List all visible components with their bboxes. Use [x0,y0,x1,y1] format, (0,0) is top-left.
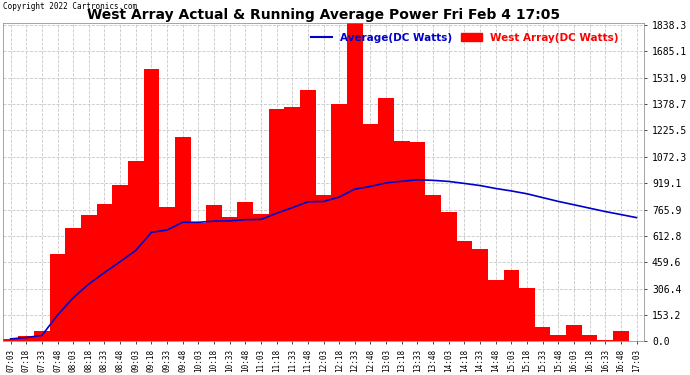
Bar [504,270,519,342]
Bar [50,254,66,342]
Bar [394,141,410,342]
Bar [363,124,378,342]
Bar [206,206,222,342]
Bar [253,214,269,342]
Bar [19,336,34,342]
Bar [81,215,97,342]
Bar [629,341,644,342]
Bar [613,331,629,342]
Legend: Average(DC Watts), West Array(DC Watts): Average(DC Watts), West Array(DC Watts) [307,28,622,47]
Bar [3,339,19,342]
Bar [378,98,394,342]
Bar [269,109,284,342]
Bar [425,195,441,342]
Bar [97,204,112,342]
Bar [128,160,144,342]
Bar [159,207,175,342]
Bar [112,185,128,342]
Text: Copyright 2022 Cartronics.com: Copyright 2022 Cartronics.com [3,2,137,10]
Bar [598,340,613,342]
Bar [551,335,566,342]
Bar [222,217,237,342]
Bar [284,107,300,342]
Bar [472,249,488,342]
Bar [144,69,159,342]
Bar [347,14,363,342]
Bar [566,325,582,342]
Bar [410,142,425,342]
Bar [535,327,551,342]
Bar [237,202,253,342]
Bar [519,288,535,342]
Bar [300,90,316,342]
Bar [316,195,331,342]
Title: West Array Actual & Running Average Power Fri Feb 4 17:05: West Array Actual & Running Average Powe… [87,8,560,22]
Bar [34,331,50,342]
Bar [457,241,472,342]
Bar [331,104,347,342]
Bar [582,335,598,342]
Bar [175,136,190,342]
Bar [441,212,457,342]
Bar [190,224,206,342]
Bar [66,228,81,342]
Bar [488,280,504,342]
